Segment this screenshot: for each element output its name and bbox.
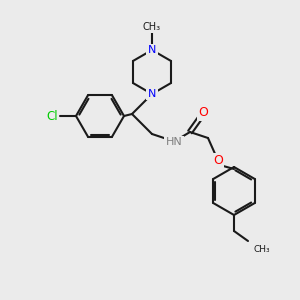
Text: Cl: Cl xyxy=(46,110,58,122)
Text: CH₃: CH₃ xyxy=(254,245,271,254)
Text: N: N xyxy=(148,45,156,55)
Text: N: N xyxy=(148,89,156,99)
Text: O: O xyxy=(213,154,223,167)
Text: HN: HN xyxy=(166,137,182,147)
Text: CH₃: CH₃ xyxy=(143,22,161,32)
Text: O: O xyxy=(198,106,208,119)
